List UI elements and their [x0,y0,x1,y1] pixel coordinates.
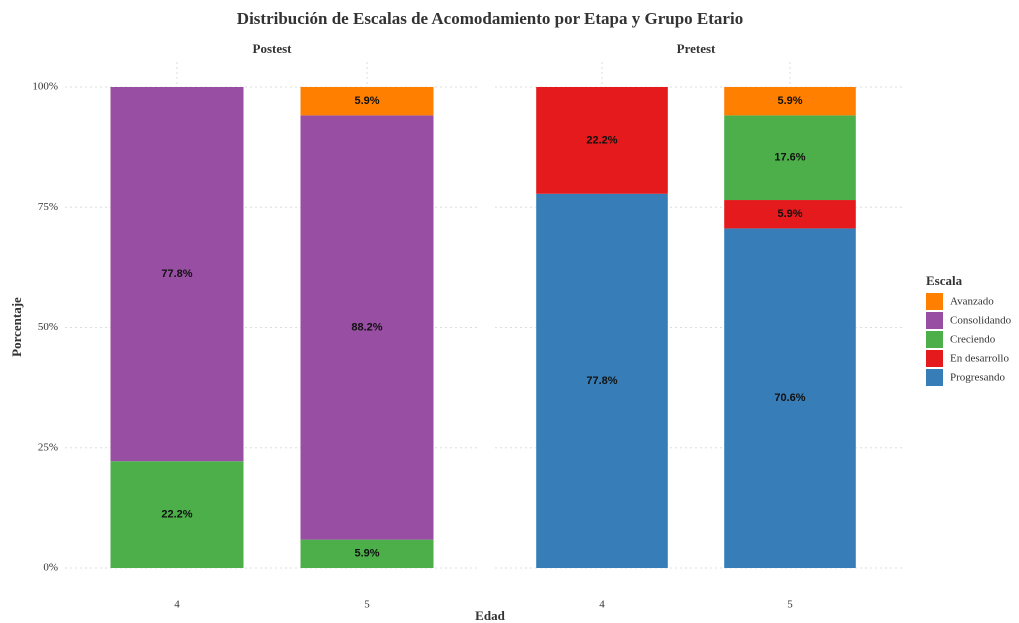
facet-title: Postest [253,41,293,56]
x-tick-label: 5 [364,599,370,611]
y-tick-label: 50% [38,321,58,333]
legend-title: Escala [926,273,963,288]
data-label: 17.6% [774,152,805,164]
bar-segment [110,87,244,462]
y-tick-label: 75% [38,201,58,213]
bar-segment [724,87,856,116]
legend-label: Avanzado [950,296,994,308]
bar-segment [724,228,856,568]
data-label: 22.2% [161,509,192,521]
x-tick-label: 4 [599,599,605,611]
data-label: 70.6% [774,392,805,404]
legend-label: Consolidando [950,315,1012,327]
bar-segment [300,115,434,540]
x-tick-label: 4 [174,599,180,611]
bar-segment [724,115,856,201]
x-axis-label: Edad [475,608,505,623]
legend-swatch [926,293,943,310]
data-label: 5.9% [354,548,379,560]
data-label: 77.8% [586,375,617,387]
y-tick-label: 25% [38,441,58,453]
legend-swatch [926,312,943,329]
bar-segment [536,87,668,194]
bar-segment [724,200,856,229]
facet-title: Pretest [677,41,716,56]
data-label: 5.9% [777,208,802,220]
data-label: 88.2% [351,321,382,333]
data-label: 5.9% [354,95,379,107]
bar-segment [536,193,668,569]
bar-segment [110,461,244,568]
data-label: 77.8% [161,268,192,280]
legend-swatch [926,369,943,386]
legend-swatch [926,331,943,348]
x-tick-label: 5 [787,599,793,611]
bar-segment [300,87,434,116]
data-label: 22.2% [586,134,617,146]
data-label: 5.9% [777,95,802,107]
legend-swatch [926,350,943,367]
bar-segment [300,539,434,568]
y-axis-label: Porcentaje [9,297,24,357]
y-tick-label: 0% [43,562,58,574]
legend-label: Creciendo [950,334,996,346]
legend-label: En desarrollo [950,353,1009,365]
y-tick-label: 100% [32,81,58,93]
chart-title: Distribución de Escalas de Acomodamiento… [237,9,743,28]
legend-label: Progresando [950,372,1005,384]
